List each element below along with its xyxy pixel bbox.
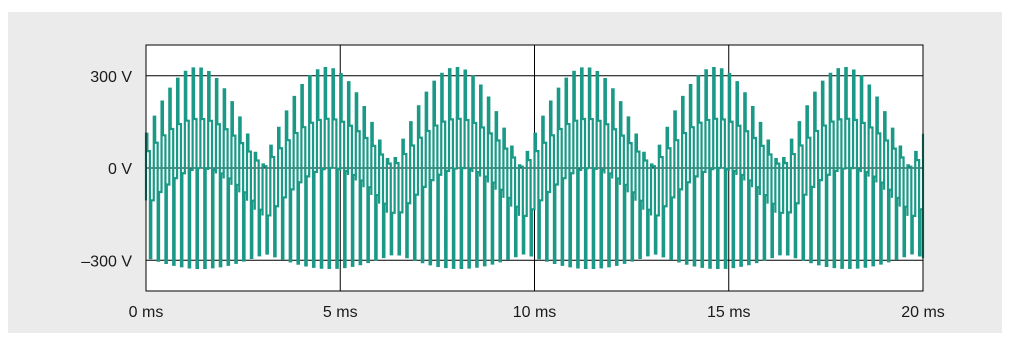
x-tick-label: 10 ms (513, 304, 557, 321)
x-tick-label: 5 ms (323, 304, 358, 321)
pwm-voltage-chart: 0 ms 5 ms 10 ms 15 ms 20 ms 300 V 0 V –300 V (81, 44, 945, 321)
chart-panel: 0 ms 5 ms 10 ms 15 ms 20 ms 300 V 0 V –300 V (8, 12, 1002, 333)
series-pwm-voltage (144, 67, 925, 270)
x-tick-label: 20 ms (901, 304, 945, 321)
x-axis-ticks: 0 ms 5 ms 10 ms 15 ms 20 ms (129, 304, 945, 321)
x-tick-label: 15 ms (707, 304, 751, 321)
y-tick-label: 0 V (108, 161, 132, 178)
y-tick-label: 300 V (90, 69, 132, 86)
plot-area-border (145, 44, 924, 292)
series-line-pwm-voltage (144, 67, 925, 270)
y-axis-ticks: 300 V 0 V –300 V (81, 69, 132, 271)
y-tick-label: –300 V (81, 253, 132, 270)
x-tick-label: 0 ms (129, 304, 164, 321)
